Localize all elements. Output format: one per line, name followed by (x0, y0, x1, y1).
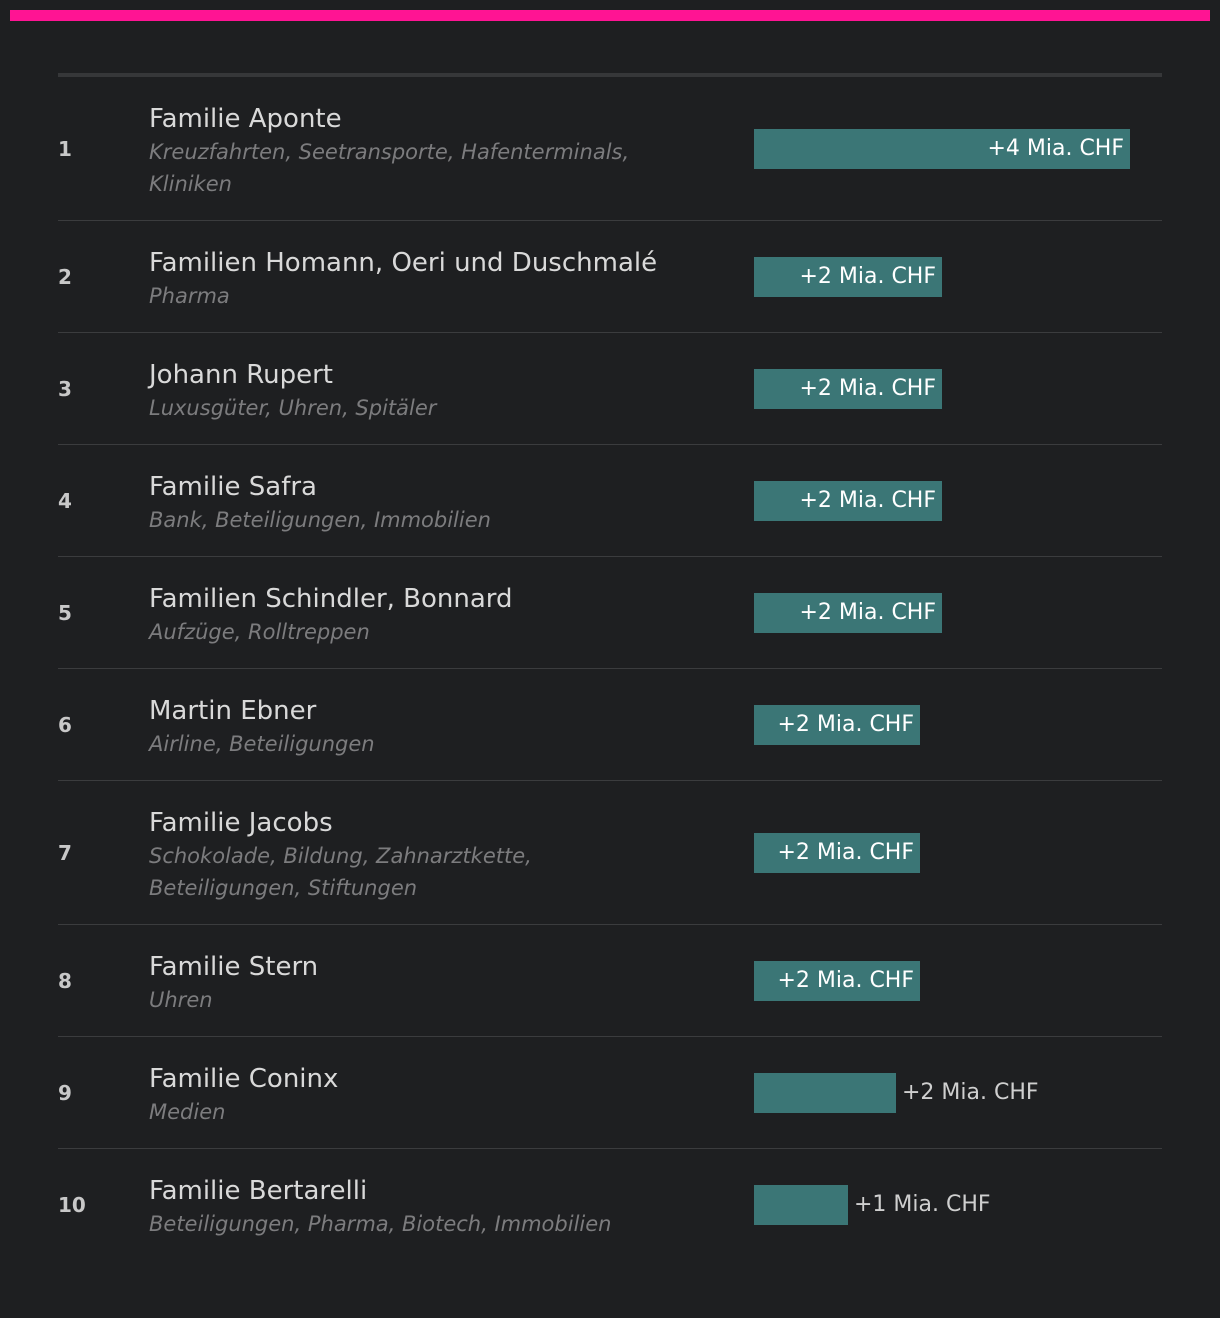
ranking-table: 1 Familie Aponte Kreuzfahrten, Seetransp… (58, 73, 1162, 1260)
table-row: 3 Johann Rupert Luxusgüter, Uhren, Spitä… (58, 333, 1162, 445)
accent-top-bar (10, 10, 1210, 21)
entry-info: Familie Coninx Medien (149, 1062, 679, 1128)
value-bar (754, 368, 942, 409)
value-bar (754, 704, 920, 745)
table-row: 4 Familie Safra Bank, Beteiligungen, Imm… (58, 445, 1162, 557)
table-row: 2 Familien Homann, Oeri und Duschmalé Ph… (58, 221, 1162, 333)
entry-sector: Uhren (149, 988, 213, 1012)
value-bar (754, 592, 942, 633)
rank-number: 5 (58, 600, 72, 625)
entry-name: Familie Stern (149, 952, 319, 982)
table-row: 9 Familie Coninx Medien +2 Mia. CHF (58, 1037, 1162, 1149)
entry-sector: Beteiligungen, Pharma, Biotech, Immobili… (149, 1212, 612, 1236)
entry-sector: Pharma (149, 284, 230, 308)
bar-container: +2 Mia. CHF (754, 592, 1154, 633)
rank-number: 1 (58, 136, 72, 161)
entry-name: Familie Coninx (149, 1064, 339, 1094)
rank-number: 3 (58, 376, 72, 401)
entry-sector: Airline, Beteiligungen (149, 732, 375, 756)
entry-sector: Medien (149, 1100, 226, 1124)
bar-container: +2 Mia. CHF (754, 832, 1154, 873)
entry-info: Familie Stern Uhren (149, 950, 679, 1016)
bar-container: +2 Mia. CHF (754, 704, 1154, 745)
value-bar (754, 1072, 896, 1113)
entry-sector: Aufzüge, Rolltreppen (149, 620, 370, 644)
entry-info: Familie Aponte Kreuzfahrten, Seetranspor… (149, 102, 679, 200)
entry-name: Martin Ebner (149, 696, 317, 726)
table-row: 1 Familie Aponte Kreuzfahrten, Seetransp… (58, 77, 1162, 221)
rank-number: 4 (58, 488, 72, 513)
rank-number: 9 (58, 1080, 72, 1105)
rank-number: 8 (58, 968, 72, 993)
entry-info: Familie Jacobs Schokolade, Bildung, Zahn… (149, 806, 679, 904)
bar-container: +2 Mia. CHF (754, 480, 1154, 521)
value-label: +2 Mia. CHF (799, 599, 936, 625)
bar-container: +1 Mia. CHF (754, 1184, 1154, 1225)
value-label: +4 Mia. CHF (987, 135, 1124, 161)
value-label: +2 Mia. CHF (902, 1079, 1039, 1105)
entry-sector: Kreuzfahrten, Seetransporte, Hafentermin… (149, 140, 630, 196)
entry-name: Familien Homann, Oeri und Duschmalé (149, 248, 658, 278)
rank-number: 2 (58, 264, 72, 289)
bar-container: +2 Mia. CHF (754, 368, 1154, 409)
bar-container: +2 Mia. CHF (754, 256, 1154, 297)
value-label: +2 Mia. CHF (799, 487, 936, 513)
entry-info: Martin Ebner Airline, Beteiligungen (149, 694, 679, 760)
value-label: +1 Mia. CHF (854, 1191, 991, 1217)
entry-info: Familie Safra Bank, Beteiligungen, Immob… (149, 470, 679, 536)
rank-number: 10 (58, 1192, 86, 1217)
table-row: 5 Familien Schindler, Bonnard Aufzüge, R… (58, 557, 1162, 669)
table-row: 8 Familie Stern Uhren +2 Mia. CHF (58, 925, 1162, 1037)
rank-number: 6 (58, 712, 72, 737)
entry-name: Familie Jacobs (149, 808, 333, 838)
bar-container: +4 Mia. CHF (754, 128, 1154, 169)
value-label: +2 Mia. CHF (777, 711, 914, 737)
entry-info: Johann Rupert Luxusgüter, Uhren, Spitäle… (149, 358, 679, 424)
bar-container: +2 Mia. CHF (754, 1072, 1154, 1113)
value-label: +2 Mia. CHF (799, 263, 936, 289)
value-bar (754, 832, 920, 873)
value-bar (754, 128, 1130, 169)
table-row: 10 Familie Bertarelli Beteiligungen, Pha… (58, 1149, 1162, 1260)
value-bar (754, 256, 942, 297)
rank-number: 7 (58, 840, 72, 865)
value-bar (754, 480, 942, 521)
entry-name: Familien Schindler, Bonnard (149, 584, 513, 614)
value-label: +2 Mia. CHF (777, 967, 914, 993)
entry-info: Familien Schindler, Bonnard Aufzüge, Rol… (149, 582, 679, 648)
entry-name: Familie Safra (149, 472, 317, 502)
value-label: +2 Mia. CHF (777, 839, 914, 865)
entry-sector: Schokolade, Bildung, Zahnarztkette, Bete… (149, 844, 532, 900)
entry-name: Familie Bertarelli (149, 1176, 368, 1206)
entry-sector: Luxusgüter, Uhren, Spitäler (149, 396, 437, 420)
entry-name: Familie Aponte (149, 104, 342, 134)
entry-info: Familie Bertarelli Beteiligungen, Pharma… (149, 1174, 679, 1240)
table-row: 7 Familie Jacobs Schokolade, Bildung, Za… (58, 781, 1162, 925)
value-bar (754, 960, 920, 1001)
entry-name: Johann Rupert (149, 360, 333, 390)
value-bar (754, 1184, 848, 1225)
value-label: +2 Mia. CHF (799, 375, 936, 401)
bar-container: +2 Mia. CHF (754, 960, 1154, 1001)
entry-sector: Bank, Beteiligungen, Immobilien (149, 508, 491, 532)
entry-info: Familien Homann, Oeri und Duschmalé Phar… (149, 246, 679, 312)
table-row: 6 Martin Ebner Airline, Beteiligungen +2… (58, 669, 1162, 781)
